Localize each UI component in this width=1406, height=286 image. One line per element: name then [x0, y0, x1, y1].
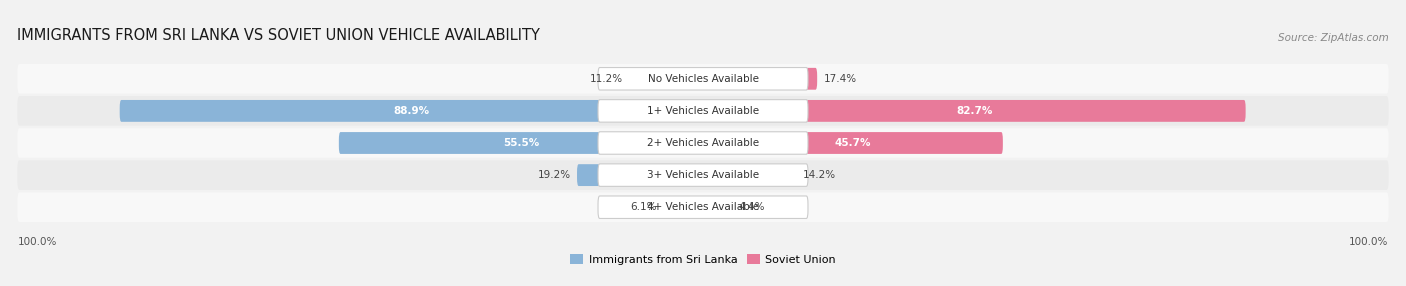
FancyBboxPatch shape [339, 132, 703, 154]
FancyBboxPatch shape [598, 164, 808, 186]
FancyBboxPatch shape [17, 160, 1389, 190]
Text: 82.7%: 82.7% [956, 106, 993, 116]
FancyBboxPatch shape [598, 67, 808, 90]
FancyBboxPatch shape [703, 68, 817, 90]
FancyBboxPatch shape [17, 192, 1389, 222]
Text: 4.4%: 4.4% [738, 202, 765, 212]
Text: 1+ Vehicles Available: 1+ Vehicles Available [647, 106, 759, 116]
FancyBboxPatch shape [17, 128, 1389, 158]
Text: 100.0%: 100.0% [1350, 237, 1389, 247]
Text: 88.9%: 88.9% [394, 106, 429, 116]
FancyBboxPatch shape [703, 164, 796, 186]
FancyBboxPatch shape [598, 132, 808, 154]
Text: 17.4%: 17.4% [824, 74, 856, 84]
FancyBboxPatch shape [703, 196, 733, 218]
FancyBboxPatch shape [703, 132, 1002, 154]
FancyBboxPatch shape [17, 96, 1389, 126]
Text: 14.2%: 14.2% [803, 170, 835, 180]
FancyBboxPatch shape [120, 100, 703, 122]
Text: Source: ZipAtlas.com: Source: ZipAtlas.com [1278, 33, 1389, 43]
FancyBboxPatch shape [598, 100, 808, 122]
Text: 3+ Vehicles Available: 3+ Vehicles Available [647, 170, 759, 180]
Legend: Immigrants from Sri Lanka, Soviet Union: Immigrants from Sri Lanka, Soviet Union [565, 250, 841, 269]
Text: 6.1%: 6.1% [630, 202, 657, 212]
Text: 100.0%: 100.0% [17, 237, 56, 247]
FancyBboxPatch shape [576, 164, 703, 186]
Text: 55.5%: 55.5% [503, 138, 538, 148]
FancyBboxPatch shape [598, 196, 808, 219]
Text: No Vehicles Available: No Vehicles Available [648, 74, 758, 84]
Text: 2+ Vehicles Available: 2+ Vehicles Available [647, 138, 759, 148]
Text: IMMIGRANTS FROM SRI LANKA VS SOVIET UNION VEHICLE AVAILABILITY: IMMIGRANTS FROM SRI LANKA VS SOVIET UNIO… [17, 28, 540, 43]
Text: 45.7%: 45.7% [835, 138, 872, 148]
Text: 11.2%: 11.2% [591, 74, 623, 84]
FancyBboxPatch shape [664, 196, 703, 218]
FancyBboxPatch shape [630, 68, 703, 90]
Text: 19.2%: 19.2% [537, 170, 571, 180]
FancyBboxPatch shape [17, 64, 1389, 94]
Text: 4+ Vehicles Available: 4+ Vehicles Available [647, 202, 759, 212]
FancyBboxPatch shape [703, 100, 1246, 122]
